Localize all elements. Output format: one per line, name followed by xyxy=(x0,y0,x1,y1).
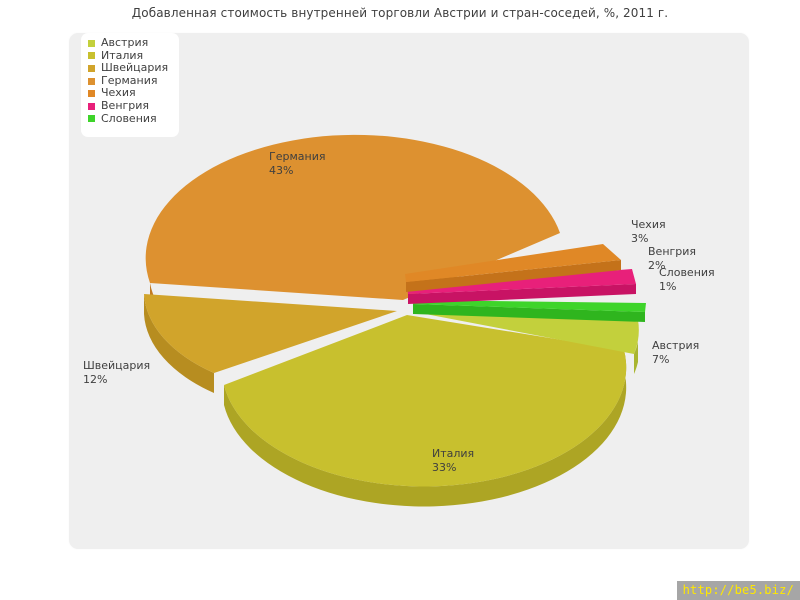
slice-label-percent: 43% xyxy=(269,164,294,177)
legend-item-italiya[interactable]: Италия xyxy=(88,48,179,63)
pie-slice-chehiya-top xyxy=(405,244,621,282)
pie-slice-italiya[interactable] xyxy=(224,315,627,507)
slice-label-sloveniya: Словения 1% xyxy=(659,266,715,294)
pie-slice-vengriya-top xyxy=(407,269,636,294)
slice-label-name: Венгрия xyxy=(648,245,697,258)
legend-item-label: Чехия xyxy=(101,86,136,100)
pie-slice-vengriya-side xyxy=(408,284,636,304)
pie-slice-shveycariya[interactable] xyxy=(144,294,397,393)
legend[interactable]: Австрия Италия Швейцария Германия Чехия … xyxy=(81,33,179,137)
pie-slice-germaniya-top xyxy=(145,134,561,300)
slice-label-name: Италия xyxy=(432,447,475,460)
slice-label-italiya: Италия 33% xyxy=(432,447,474,475)
page-title: Добавленная стоимость внутренней торговл… xyxy=(131,6,669,20)
slice-label-percent: 3% xyxy=(631,232,649,245)
legend-item-chehiya[interactable]: Чехия xyxy=(88,87,179,100)
legend-swatch-icon xyxy=(88,90,95,98)
pie-slice-shveycariya-top xyxy=(144,294,397,373)
pie-slice-sloveniya-side xyxy=(413,304,645,322)
legend-item-germaniya[interactable]: Германия xyxy=(88,73,179,88)
legend-item-label: Италия xyxy=(101,48,144,62)
slice-label-percent: 12% xyxy=(83,373,108,386)
legend-item-shveycariya[interactable]: Швейцария xyxy=(88,62,179,75)
legend-swatch-icon xyxy=(88,52,95,60)
slice-label-name: Швейцария xyxy=(83,359,151,372)
pie-chart xyxy=(144,134,646,507)
slice-label-name: Германия xyxy=(269,150,326,163)
legend-swatch-icon xyxy=(88,39,95,47)
legend-item-vengriya[interactable]: Венгрия xyxy=(88,98,179,113)
slice-label-percent: 33% xyxy=(432,461,457,474)
pie-slice-avstriya-side xyxy=(634,342,638,374)
slice-label-name: Австрия xyxy=(652,339,700,352)
pie-slice-sloveniya-top xyxy=(412,300,646,312)
slice-label-name: Словения xyxy=(659,266,715,279)
slice-label-percent: 2% xyxy=(648,259,666,272)
legend-swatch-icon xyxy=(88,102,95,110)
pie-slice-vengriya[interactable] xyxy=(407,269,636,304)
slice-label-percent: 1% xyxy=(659,280,677,293)
slice-label-vengriya: Венгрия 2% xyxy=(648,245,696,273)
legend-item-label: Австрия xyxy=(101,36,149,49)
legend-item-label: Германия xyxy=(101,73,158,87)
legend-swatch-icon xyxy=(88,64,95,72)
pie-slice-avstriya[interactable] xyxy=(415,312,639,374)
legend-item-sloveniya[interactable]: Словения xyxy=(88,111,179,126)
slice-label-shveycariya: Швейцария 12% xyxy=(83,359,150,387)
slice-label-percent: 7% xyxy=(652,353,670,366)
legend-item-avstriya[interactable]: Австрия xyxy=(88,36,179,50)
pie-slice-sloveniya[interactable] xyxy=(412,300,646,322)
legend-swatch-icon xyxy=(88,115,95,123)
legend-item-label: Венгрия xyxy=(101,98,150,112)
slice-label-chehiya: Чехия 3% xyxy=(631,218,666,246)
legend-swatch-icon xyxy=(88,77,95,85)
pie-slice-chehiya[interactable] xyxy=(405,244,621,292)
pie-slice-chehiya-side xyxy=(406,260,621,292)
legend-item-label: Словения xyxy=(101,111,157,125)
slice-label-avstriya: Австрия 7% xyxy=(652,339,699,367)
watermark-url[interactable]: http://be5.biz/ xyxy=(676,581,800,600)
slice-label-germaniya: Германия 43% xyxy=(269,150,325,178)
pie-slice-avstriya-top xyxy=(415,312,639,354)
slice-label-name: Чехия xyxy=(631,218,666,231)
pie-slice-italiya-top xyxy=(224,315,627,487)
pie-slice-shveycariya-side xyxy=(144,294,214,393)
legend-item-label: Швейцария xyxy=(101,61,169,75)
